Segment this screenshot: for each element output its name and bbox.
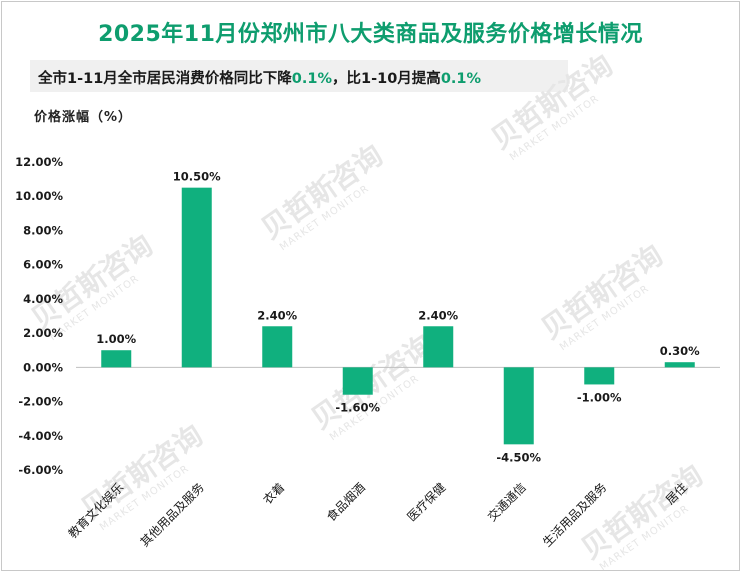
y-tick-label: 2.00% [23,326,63,340]
y-tick-label: 4.00% [23,292,63,306]
bar [101,350,132,368]
y-tick-label: 8.00% [23,223,63,237]
data-label: 10.50% [173,170,221,184]
data-label: -1.00% [577,390,622,404]
subtitle-part2: ，比1-10月提高 [332,71,441,87]
bar [262,326,293,368]
bar [423,326,454,368]
x-tick-label: 医疗保健 [405,480,449,524]
chart-title: 2025年11月份郑州市八大类商品及服务价格增长情况 [98,22,643,47]
bar-layer [101,187,695,445]
data-label: 1.00% [96,332,136,346]
y-tick-label: -2.00% [18,395,63,409]
x-tick-label: 衣着 [260,480,288,508]
subtitle-box: 全市1-11月全市居民消费价格同比下降0.1%，比1-10月提高0.1% [30,60,568,92]
x-tick-label: 交通通信 [484,480,529,525]
data-label: 2.40% [257,308,297,322]
y-axis-label: 价格涨幅（%） [34,110,133,125]
bar [503,367,534,445]
y-tick-label: 6.00% [23,258,63,272]
bar [664,362,695,368]
subtitle-value1: 0.1% [291,71,333,87]
subtitle-value2: 0.1% [440,71,482,87]
data-label: -1.60% [335,401,380,415]
data-label: -4.50% [496,450,541,464]
bar [342,367,373,395]
x-tick-label: 食品烟酒 [323,480,368,525]
bar [584,367,615,385]
y-tick-label: 12.00% [15,155,63,169]
data-label: 0.30% [660,344,700,358]
y-tick-label: 0.00% [23,360,63,374]
y-tick-label: 10.00% [15,189,63,203]
y-tick-label: -6.00% [18,463,63,477]
data-label: 2.40% [418,308,458,322]
bar [181,187,212,368]
axis-layer: 12.00% 10.00% 8.00% 6.00% 4.00% 2.00% 0.00% -2.… [15,155,720,477]
y-tick-label: -4.00% [18,429,63,443]
subtitle-part1: 全市1-11月全市居民消费价格同比下降 [38,71,292,87]
chart-subtitle: 全市1-11月全市居民消费价格同比下降0.1%，比1-10月提高0.1% [38,67,481,88]
